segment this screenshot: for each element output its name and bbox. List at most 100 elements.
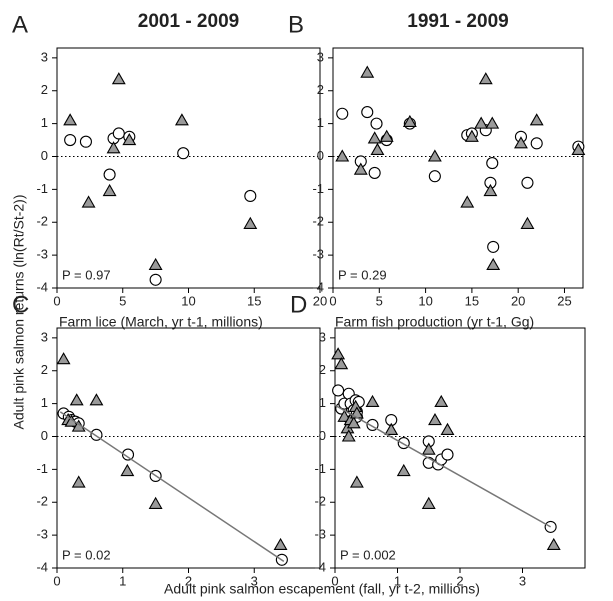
panel-title: 2001 - 2009 — [138, 11, 239, 32]
y-tick-label: 1 — [319, 395, 326, 410]
triangle-point — [474, 116, 489, 129]
y-tick-label: 3 — [41, 329, 48, 344]
triangle-point — [370, 142, 385, 155]
p-value: P = 0.29 — [338, 267, 387, 282]
y-tick-label: -4 — [36, 279, 48, 294]
triangle-point — [421, 496, 436, 509]
triangle-point — [56, 352, 71, 365]
plot-frame — [56, 327, 321, 569]
x-tick-label: 2 — [456, 573, 463, 588]
triangle-point — [440, 422, 455, 435]
y-tick-label: 3 — [41, 49, 48, 64]
y-tick-label: 0 — [41, 148, 48, 163]
x-tick-label: 3 — [519, 573, 526, 588]
x-tick-label: 5 — [119, 293, 126, 308]
y-tick-label: -4 — [314, 559, 326, 574]
circle-point — [149, 273, 162, 286]
x-tick-label: 20 — [511, 293, 525, 308]
triangle-point — [402, 114, 417, 128]
y-tick-label: -2 — [36, 214, 48, 229]
panel-x-label: Farm fish production (yr t-1, Gg) — [335, 314, 534, 330]
p-value: P = 0.02 — [62, 547, 111, 562]
x-tick-label: 2 — [185, 573, 192, 588]
triangle-point — [353, 162, 368, 175]
triangle-point — [546, 537, 561, 551]
triangle-point — [571, 142, 586, 155]
panel-letter: B — [288, 11, 304, 38]
y-tick-label: 1 — [41, 395, 48, 410]
triangle-point — [102, 183, 117, 197]
triangle-point — [486, 257, 501, 271]
y-tick-label: -1 — [36, 181, 48, 196]
triangle-point — [335, 149, 350, 162]
y-tick-label: -3 — [312, 247, 324, 262]
triangle-point — [331, 347, 346, 360]
triangle-point — [346, 416, 361, 429]
triangle-point — [334, 357, 349, 370]
y-tick-label: -1 — [314, 461, 326, 476]
triangle-point — [243, 216, 258, 229]
y-tick-label: -2 — [312, 214, 324, 229]
circle-point — [332, 384, 345, 397]
y-tick-label: -4 — [36, 559, 48, 574]
x-tick-label: 10 — [181, 293, 195, 308]
triangle-point — [428, 412, 442, 426]
x-tick-label: 5 — [376, 293, 383, 308]
y-tick-label: 3 — [319, 329, 326, 344]
panel-letter: D — [290, 291, 307, 318]
triangle-point — [81, 195, 96, 208]
x-tick-label: 3 — [251, 573, 258, 588]
y-tick-label: -2 — [314, 494, 326, 509]
y-tick-label: 0 — [317, 148, 324, 163]
triangle-point — [120, 463, 135, 477]
y-tick-label: 2 — [319, 362, 326, 377]
triangle-point — [514, 136, 528, 149]
p-value: P = 0.97 — [62, 267, 111, 282]
triangle-point — [483, 183, 498, 197]
x-tick-label: 0 — [53, 293, 60, 308]
circle-point — [370, 117, 383, 130]
circle-point — [487, 240, 500, 253]
x-tick-label: 1 — [394, 573, 401, 588]
circle-point — [79, 135, 92, 148]
triangle-point — [63, 113, 78, 126]
y-tick-label: 2 — [41, 362, 48, 377]
x-tick-label: 0 — [329, 293, 336, 308]
triangle-point — [464, 129, 479, 142]
y-tick-label: -1 — [312, 181, 324, 196]
y-tick-label: -2 — [36, 494, 48, 509]
x-tick-label: 15 — [247, 293, 261, 308]
y-tick-label: 2 — [41, 82, 48, 97]
x-axis-label: Adult pink salmon escapement (fall, yr t… — [164, 581, 480, 597]
circle-point — [64, 134, 77, 147]
x-tick-label: 0 — [331, 573, 338, 588]
x-tick-label: 25 — [557, 293, 571, 308]
y-tick-label: 3 — [317, 49, 324, 64]
triangle-point — [106, 141, 121, 154]
plot-frame — [56, 47, 321, 289]
x-tick-label: 10 — [418, 293, 432, 308]
y-tick-label: 0 — [319, 428, 326, 443]
y-axis-label: Adult pink salmon returns (ln(Rt/St-2)) — [11, 195, 27, 430]
circle-point — [244, 189, 257, 202]
circle-point — [103, 168, 116, 181]
y-tick-label: 2 — [317, 82, 324, 97]
panel-title: 1991 - 2009 — [407, 11, 508, 32]
y-tick-label: 1 — [41, 115, 48, 130]
fit-line — [334, 404, 551, 528]
y-tick-label: -3 — [314, 527, 326, 542]
triangle-point — [396, 463, 411, 477]
circle-point — [361, 106, 374, 119]
x-tick-label: 0 — [53, 573, 60, 588]
circle-point — [530, 137, 543, 150]
triangle-point — [89, 393, 104, 406]
triangle-point — [460, 195, 475, 208]
circle-point — [336, 107, 349, 120]
y-tick-label: -3 — [36, 527, 48, 542]
circle-point — [177, 147, 190, 160]
circle-point — [441, 448, 454, 461]
triangle-point — [529, 113, 544, 126]
triangle-point — [148, 257, 163, 271]
triangle-point — [379, 129, 394, 142]
triangle-point — [174, 113, 189, 126]
